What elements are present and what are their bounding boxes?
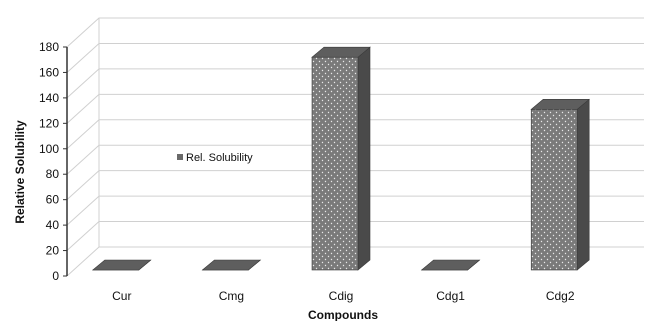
legend-swatch <box>177 154 183 160</box>
y-tick-label: 60 <box>46 193 60 207</box>
y-tick-label: 160 <box>39 65 59 79</box>
y-tick-label: 100 <box>39 142 59 156</box>
bar-front-face <box>312 57 358 270</box>
legend-label: Rel. Solubility <box>186 152 253 164</box>
x-tick-label: Cmg <box>219 289 244 303</box>
x-tick-label: Cdig <box>329 289 354 303</box>
y-tick-label: 0 <box>52 269 59 283</box>
bar-cdig <box>312 47 370 270</box>
y-tick-label: 120 <box>39 116 59 130</box>
y-tick-label: 20 <box>46 244 60 258</box>
y-tick-label: 40 <box>46 218 60 232</box>
legend: Rel. Solubility <box>177 152 253 164</box>
y-axis-title: Relative Solubility <box>13 120 27 224</box>
bars <box>93 47 589 270</box>
x-tick-label: Cdg2 <box>546 289 575 303</box>
x-tick-labels: Cur Cmg Cdig Cdg1 Cdg2 <box>112 289 575 303</box>
y-tick-labels: 0 20 40 60 80 100 120 140 160 180 <box>39 40 59 283</box>
bar-front-face <box>531 109 577 270</box>
y-tick-label: 180 <box>39 40 59 54</box>
bar-top-face <box>422 260 480 270</box>
bar-cdg1 <box>422 260 480 270</box>
bar-cdg2 <box>531 99 589 270</box>
bar-side-face <box>358 47 370 270</box>
y-axis <box>63 47 67 276</box>
bar-side-face <box>577 99 589 270</box>
x-tick-label: Cdg1 <box>436 289 465 303</box>
x-axis-title: Compounds <box>308 308 378 321</box>
bar-cmg <box>202 260 260 270</box>
bar-top-face <box>93 260 151 270</box>
bar-top-face <box>202 260 260 270</box>
y-tick-label: 140 <box>39 91 59 105</box>
gridline <box>67 18 644 47</box>
y-tick-label: 80 <box>46 167 60 181</box>
x-tick-label: Cur <box>112 289 131 303</box>
bar-cur <box>93 260 151 270</box>
